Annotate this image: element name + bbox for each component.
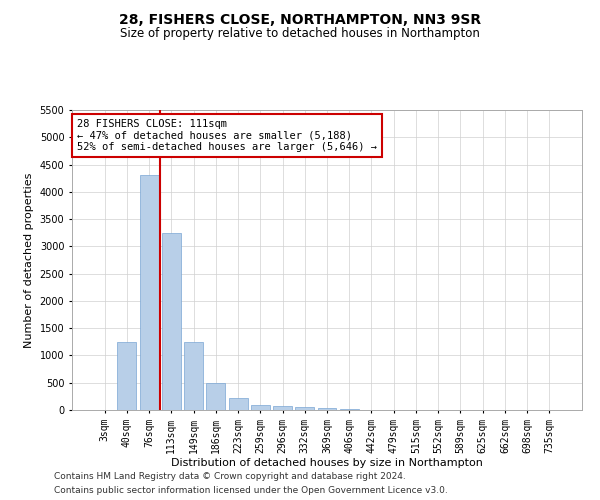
Text: 28 FISHERS CLOSE: 111sqm
← 47% of detached houses are smaller (5,188)
52% of sem: 28 FISHERS CLOSE: 111sqm ← 47% of detach… — [77, 119, 377, 152]
Text: Contains HM Land Registry data © Crown copyright and database right 2024.: Contains HM Land Registry data © Crown c… — [54, 472, 406, 481]
Bar — [184, 342, 203, 410]
Bar — [229, 398, 248, 410]
Text: 28, FISHERS CLOSE, NORTHAMPTON, NN3 9SR: 28, FISHERS CLOSE, NORTHAMPTON, NN3 9SR — [119, 12, 481, 26]
Bar — [273, 406, 292, 410]
Bar — [140, 176, 158, 410]
Bar — [118, 342, 136, 410]
Bar — [295, 408, 314, 410]
X-axis label: Distribution of detached houses by size in Northampton: Distribution of detached houses by size … — [171, 458, 483, 468]
Text: Contains public sector information licensed under the Open Government Licence v3: Contains public sector information licen… — [54, 486, 448, 495]
Y-axis label: Number of detached properties: Number of detached properties — [24, 172, 34, 348]
Bar — [206, 382, 225, 410]
Bar — [162, 232, 181, 410]
Bar — [251, 404, 270, 410]
Bar — [317, 408, 337, 410]
Text: Size of property relative to detached houses in Northampton: Size of property relative to detached ho… — [120, 28, 480, 40]
